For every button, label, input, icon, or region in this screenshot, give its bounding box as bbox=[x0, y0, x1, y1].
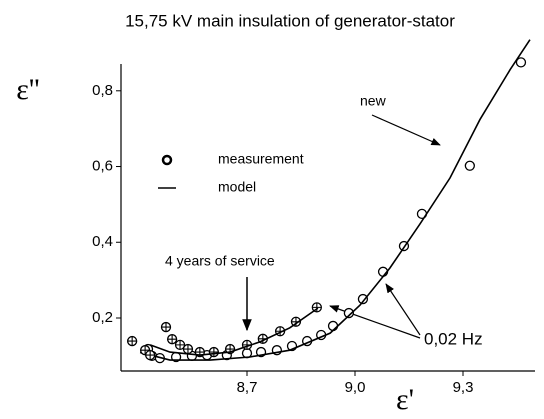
legend-marker bbox=[161, 154, 173, 166]
point bbox=[464, 160, 475, 171]
y-tick-label: 0,2 bbox=[92, 309, 113, 326]
point bbox=[145, 349, 156, 361]
point bbox=[357, 293, 369, 305]
point bbox=[174, 339, 186, 351]
point-cross bbox=[127, 336, 137, 346]
point-cross bbox=[161, 322, 171, 332]
point-circle bbox=[464, 160, 475, 171]
x-axis-label: ε' bbox=[396, 383, 414, 416]
y-axis-label: ε'' bbox=[16, 73, 39, 106]
model-line bbox=[139, 39, 531, 361]
point-cross bbox=[209, 347, 219, 357]
annotation: new bbox=[360, 93, 387, 109]
point-circle bbox=[515, 57, 527, 68]
point bbox=[127, 335, 138, 347]
point-cross bbox=[167, 334, 177, 344]
arrow bbox=[329, 305, 421, 339]
point bbox=[327, 320, 339, 332]
point-cross bbox=[183, 344, 193, 354]
x-tick-label: 9,3 bbox=[453, 379, 474, 396]
annotation: 4 years of service bbox=[165, 253, 275, 269]
legend-label: measurement bbox=[218, 151, 304, 167]
annotation: 0,02 Hz bbox=[424, 329, 483, 348]
legend: measurement model bbox=[158, 151, 304, 195]
point bbox=[208, 346, 220, 358]
point bbox=[515, 57, 527, 68]
point bbox=[160, 321, 172, 333]
arrow bbox=[371, 114, 441, 146]
point-cross bbox=[175, 340, 185, 350]
y-tick-label: 0,4 bbox=[92, 233, 113, 250]
chart-title: 15,75 kV main insulation of generator-st… bbox=[125, 11, 455, 30]
point-cross bbox=[145, 350, 155, 360]
point-circle bbox=[327, 320, 339, 332]
point-cross bbox=[312, 302, 322, 312]
point bbox=[166, 334, 178, 345]
point bbox=[182, 343, 194, 355]
point bbox=[343, 307, 355, 319]
model-line bbox=[149, 307, 319, 356]
legend-label: model bbox=[218, 179, 256, 195]
x-tick-label: 9,0 bbox=[345, 379, 366, 396]
y-tick-label: 0,8 bbox=[92, 82, 113, 99]
x-tick-label: 8,7 bbox=[237, 379, 258, 396]
point-circle bbox=[343, 307, 355, 319]
y-tick-label: 0,6 bbox=[92, 157, 113, 174]
point-circle bbox=[357, 293, 369, 305]
arrow bbox=[385, 283, 421, 336]
point-cross bbox=[140, 345, 150, 355]
